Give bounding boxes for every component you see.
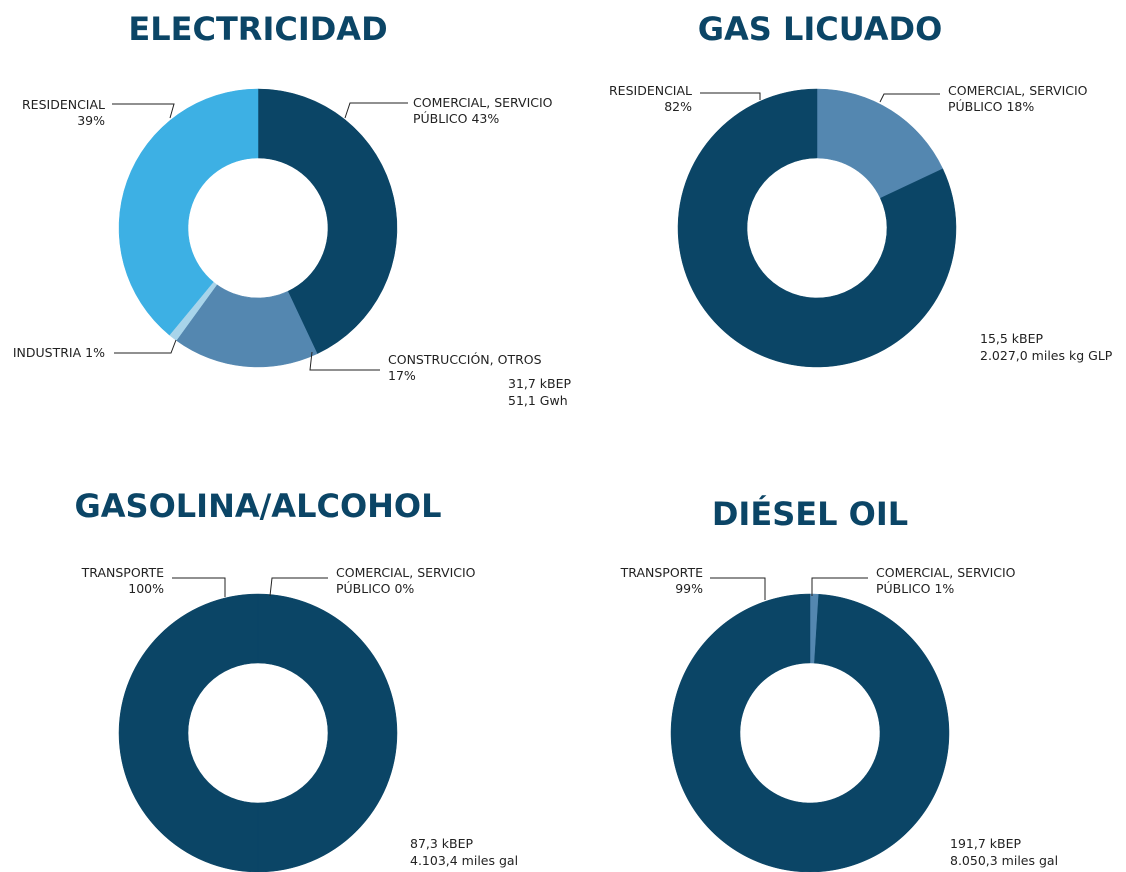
donut-slice (677, 88, 957, 368)
annotation: 31,7 kBEP (508, 376, 572, 391)
slice-label: COMERCIAL, SERVICIO PÚBLICO 1% (876, 565, 1046, 597)
slice-label: COMERCIAL, SERVICIO PÚBLICO 43% (413, 95, 583, 127)
chart-title: DIÉSEL OIL (711, 495, 909, 533)
category-name: COMERCIAL, SERVICIO PÚBLICO (876, 565, 1016, 596)
category-name: RESIDENCIAL (21, 97, 105, 112)
annotation: 4.103,4 miles gal (410, 853, 519, 868)
slice-label: COMERCIAL, SERVICIO PÚBLICO 18% (948, 83, 1118, 115)
annotation: 15,5 kBEP (980, 331, 1044, 346)
donut-slice (670, 593, 950, 872)
chart-title: GASOLINA/ALCOHOL (74, 487, 442, 525)
leader-line (269, 577, 328, 597)
annotation: 8.050,3 miles gal (950, 853, 1059, 868)
donut-slice (257, 88, 398, 355)
slice-label: CONSTRUCCIÓN, OTROS 17% (388, 352, 558, 384)
leader-line (309, 351, 380, 371)
leader-line (879, 93, 940, 103)
donut-slice (175, 284, 318, 368)
category-name: CONSTRUCCIÓN, OTROS (388, 352, 542, 367)
annotation: 87,3 kBEP (410, 836, 474, 851)
value-label: 1% (934, 581, 955, 596)
slice-label: COMERCIAL, SERVICIO PÚBLICO 0% (336, 565, 506, 597)
slice-label: TRANSPORTE 100% (64, 565, 164, 597)
category-name: TRANSPORTE (81, 565, 164, 580)
donut-slice (118, 593, 398, 872)
leader-line (710, 577, 766, 600)
value-label: 18% (1006, 99, 1035, 114)
slice-label: RESIDENCIAL 39% (5, 97, 105, 129)
value-label: 1% (85, 345, 105, 360)
value-label: 0% (394, 581, 415, 596)
value-label: 99% (675, 581, 703, 596)
category-name: COMERCIAL, SERVICIO PÚBLICO (336, 565, 476, 596)
leader-line (344, 102, 408, 119)
annotation: 51,1 Gwh (508, 393, 568, 408)
leader-line (811, 577, 868, 596)
value-label: 17% (388, 368, 416, 383)
value-label: 43% (471, 111, 500, 126)
leader-line (114, 339, 177, 354)
value-label: 82% (664, 99, 692, 114)
category-name: INDUSTRIA (12, 345, 82, 360)
category-name: TRANSPORTE (620, 565, 703, 580)
leader-line (700, 92, 761, 100)
donut-slice (118, 88, 259, 336)
annotation: 191,7 kBEP (950, 836, 1022, 851)
chart-title: GAS LICUADO (697, 10, 943, 48)
leader-line (172, 577, 226, 597)
donut-slice (816, 88, 944, 199)
annotation: 2.027,0 miles kg GLP (980, 348, 1113, 363)
chart-title: ELECTRICIDAD (128, 10, 388, 48)
leader-line (112, 103, 175, 119)
slice-label: TRANSPORTE 99% (603, 565, 703, 597)
slice-label: RESIDENCIAL 82% (592, 83, 692, 115)
value-label: 39% (77, 113, 105, 128)
category-name: COMERCIAL, SERVICIO PÚBLICO (413, 95, 553, 126)
category-name: RESIDENCIAL (608, 83, 692, 98)
value-label: 100% (128, 581, 164, 596)
category-name: COMERCIAL, SERVICIO PÚBLICO (948, 83, 1088, 114)
slice-label: INDUSTRIA 1% (5, 345, 105, 361)
